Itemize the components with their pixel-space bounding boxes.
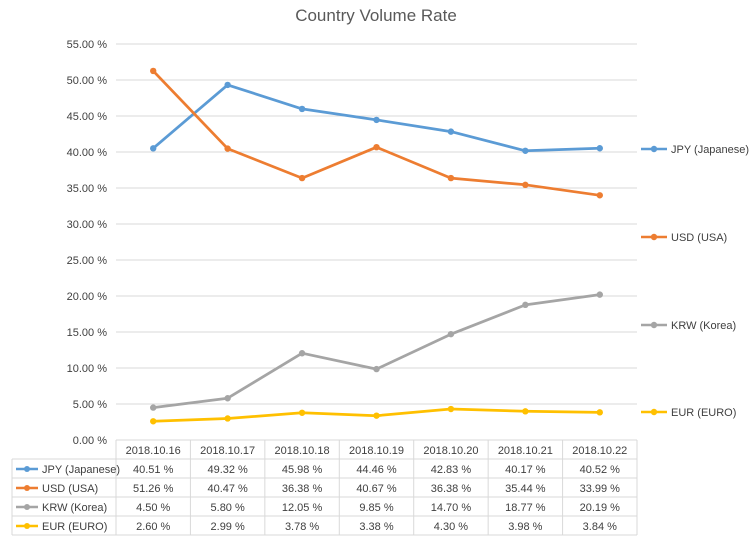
table-cell: 2.99 %: [211, 521, 245, 533]
table-cell: 49.32 %: [207, 464, 248, 476]
legend-label: USD (USA): [671, 232, 727, 244]
legend: JPY (Japanese) USD (USA) KRW (Korea) EUR (E…: [641, 144, 749, 419]
data-point: [522, 147, 529, 154]
y-tick-label: 30.00 %: [67, 219, 108, 231]
legend-label: JPY (Japanese): [671, 144, 749, 156]
table-cell: 12.05 %: [282, 502, 323, 514]
data-table: 2018.10.16 2018.10.17 2018.10.18 2018.10.19…: [11, 439, 638, 536]
table-series-name: KRW (Korea): [42, 502, 107, 514]
y-tick-label: 35.00 %: [67, 183, 108, 195]
y-tick-label: 50.00 %: [67, 75, 108, 87]
y-tick-label: 25.00 %: [67, 255, 108, 267]
y-tick-label: 0.00 %: [73, 435, 107, 447]
legend-label: KRW (Korea): [671, 320, 736, 332]
data-point: [596, 192, 603, 199]
table-cell: 42.83 %: [431, 464, 472, 476]
data-point: [447, 405, 455, 413]
y-tick-label: 55.00 %: [67, 39, 108, 51]
data-point: [373, 365, 380, 373]
x-category-label: 2018.10.21: [498, 445, 553, 457]
table-cell: 4.30 %: [434, 521, 468, 533]
data-point: [150, 404, 157, 411]
data-point: [150, 145, 157, 152]
table-cell: 35.44 %: [505, 483, 546, 495]
data-point: [298, 174, 306, 182]
table-cell: 4.50 %: [136, 502, 170, 514]
table-cell: 2.60 %: [136, 521, 170, 533]
legend-label: EUR (EURO): [671, 407, 736, 419]
table-cell: 40.47 %: [207, 483, 248, 495]
legend-marker: [650, 145, 658, 153]
table-cell: 3.98 %: [508, 521, 542, 533]
table-series-name: JPY (Japanese): [42, 464, 120, 476]
data-point: [298, 409, 306, 416]
table-cell: 5.80 %: [211, 502, 245, 514]
y-tick-label: 40.00 %: [67, 147, 108, 159]
series-line-krw-korea: [151, 293, 602, 409]
data-point: [522, 181, 529, 189]
table-cell: 36.38 %: [282, 483, 323, 495]
table-legend-key-marker: [24, 485, 30, 491]
data-point: [373, 412, 380, 419]
data-point: [373, 143, 380, 151]
table-legend-key-marker: [24, 523, 30, 529]
table-cell: 40.52 %: [580, 464, 621, 476]
data-point: [447, 174, 455, 182]
x-category-label: 2018.10.22: [572, 445, 627, 457]
table-cell: 44.46 %: [356, 464, 397, 476]
data-point: [596, 145, 603, 152]
data-point: [298, 105, 306, 113]
table-cell: 40.17 %: [505, 464, 546, 476]
table-cell: 18.77 %: [505, 502, 546, 514]
table-cell: 40.51 %: [133, 464, 174, 476]
table-legend-key-marker: [24, 504, 30, 510]
data-point: [373, 116, 380, 124]
x-category-label: 2018.10.18: [275, 445, 330, 457]
table-cell: 9.85 %: [359, 502, 393, 514]
table-cell: 14.70 %: [431, 502, 472, 514]
data-point: [150, 418, 157, 425]
data-point: [224, 145, 231, 152]
legend-marker: [650, 408, 658, 416]
data-point: [447, 330, 455, 338]
y-tick-label: 20.00 %: [67, 291, 108, 303]
table-series-name: EUR (EURO): [42, 521, 107, 533]
data-point: [150, 67, 157, 75]
data-point: [522, 408, 529, 415]
x-category-label: 2018.10.16: [126, 445, 181, 457]
table-cell: 3.78 %: [285, 521, 319, 533]
table-cell: 36.38 %: [431, 483, 472, 495]
legend-marker: [650, 321, 658, 329]
data-point: [298, 350, 306, 357]
y-tick-label: 15.00 %: [67, 327, 108, 339]
chart-title: Country Volume Rate: [295, 6, 457, 25]
table-cell: 3.38 %: [359, 521, 393, 533]
y-tick-label: 45.00 %: [67, 111, 108, 123]
table-cell: 45.98 %: [282, 464, 323, 476]
table-series-name: USD (USA): [42, 483, 98, 495]
table-cell: 40.67 %: [356, 483, 397, 495]
data-point: [522, 301, 529, 309]
data-point: [596, 409, 603, 416]
data-point: [224, 395, 231, 402]
x-category-label: 2018.10.17: [200, 445, 255, 457]
y-tick-label: 10.00 %: [67, 363, 108, 375]
y-axis-ticks: 0.00 % 5.00 % 10.00 % 15.00 % 20.00 % 25.00 %…: [67, 39, 108, 447]
table-cell: 20.19 %: [580, 502, 621, 514]
table-cell: 51.26 %: [133, 483, 174, 495]
table-legend-key-marker: [24, 466, 30, 472]
x-category-label: 2018.10.20: [423, 445, 478, 457]
y-tick-label: 5.00 %: [73, 399, 107, 411]
table-cell: 33.99 %: [580, 483, 621, 495]
legend-marker: [650, 233, 658, 241]
data-point: [596, 291, 603, 298]
data-point: [224, 81, 231, 89]
data-point: [224, 415, 231, 422]
x-category-label: 2018.10.19: [349, 445, 404, 457]
series-lines: [150, 67, 603, 425]
data-point: [447, 128, 455, 135]
gridlines: [116, 43, 637, 441]
table-cell: 3.84 %: [583, 521, 617, 533]
